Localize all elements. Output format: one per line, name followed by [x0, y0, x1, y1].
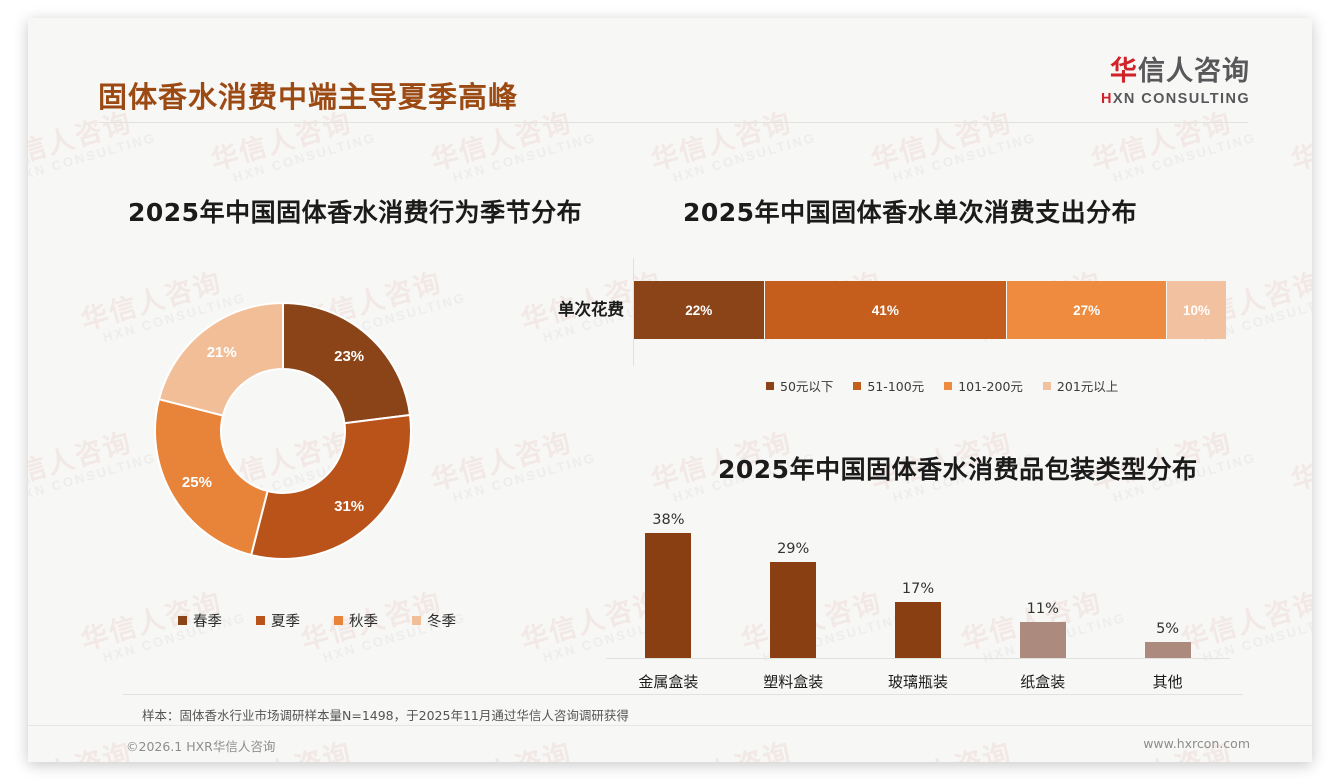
bar-category-label: 纸盒装	[1020, 673, 1066, 691]
logo-english: HXN CONSULTING	[1101, 92, 1250, 107]
slide-canvas: 华信人咨询 HXN CONSULTING 华信人咨询 HXN CONSULTING 华信…	[28, 18, 1312, 762]
bar-rect[interactable]	[645, 532, 692, 658]
stacked-axis-line	[633, 258, 634, 366]
stacked-bar-chart: 单次花费 22% 41% 27% 10% 50元以下 51-100元 101-200元 20…	[528, 258, 1248, 408]
bar-baseline	[606, 658, 1230, 659]
package-bar-chart: 38% 29% 17% 11% 5% 金属盒装 塑料盒装 玻璃瓶装 纸盒装 其他	[598, 496, 1238, 696]
bar-value-label: 17%	[901, 580, 935, 597]
legend-label: 秋季	[349, 614, 378, 630]
donut-slice[interactable]	[249, 413, 412, 560]
stacked-chart-title: 2025年中国固体香水单次消费支出分布	[683, 198, 1138, 227]
website-link[interactable]: www.hxrcon.com	[1143, 736, 1250, 751]
bar-rect[interactable]	[1144, 641, 1191, 658]
legend-label: 101-200元	[958, 379, 1023, 394]
bar-value-label: 5%	[1156, 620, 1180, 637]
legend-item[interactable]: 春季	[178, 610, 222, 631]
bar-column[interactable]: 11%	[980, 498, 1105, 658]
bar-value-label: 29%	[777, 541, 810, 558]
legend-item[interactable]: 冬季	[412, 610, 456, 631]
logo-cn-gray: 信人咨询	[1138, 56, 1250, 86]
footer-divider	[28, 725, 1312, 726]
bar-category-label: 其他	[1152, 673, 1183, 691]
bar-category-label: 玻璃瓶装	[887, 673, 948, 691]
donut-legend: 春季 夏季 秋季 冬季	[178, 610, 456, 631]
legend-label: 夏季	[271, 614, 300, 630]
bar-category-labels: 金属盒装 塑料盒装 玻璃瓶装 纸盒装 其他	[606, 671, 1230, 692]
stacked-category-label: 单次花费	[558, 300, 624, 319]
bar-column[interactable]: 5%	[1105, 498, 1230, 658]
bar-column[interactable]: 38%	[606, 498, 731, 658]
stacked-legend: 50元以下 51-100元 101-200元 201元以上	[766, 376, 1118, 395]
legend-label: 201元以上	[1056, 379, 1119, 394]
stacked-segment[interactable]: 41%	[764, 281, 1008, 339]
legend-item[interactable]: 101-200元	[944, 376, 1023, 395]
legend-swatch	[178, 616, 187, 625]
bar-rect[interactable]	[770, 562, 817, 658]
legend-swatch	[766, 381, 774, 390]
stacked-segment[interactable]: 27%	[1007, 281, 1168, 339]
legend-swatch	[256, 616, 265, 625]
donut-slice-label: 31%	[334, 498, 364, 515]
legend-item[interactable]: 51-100元	[853, 376, 924, 395]
stacked-segment[interactable]: 10%	[1167, 281, 1226, 339]
logo-en-rest: XN CONSULTING	[1112, 91, 1250, 107]
source-divider	[123, 694, 1243, 695]
legend-item[interactable]: 201元以上	[1042, 376, 1119, 395]
legend-swatch	[412, 616, 421, 625]
page-title: 固体香水消费中端主导夏季高峰	[98, 80, 519, 114]
bar-column[interactable]: 17%	[856, 498, 981, 658]
bar-rect[interactable]	[894, 601, 941, 658]
company-logo: 华信人咨询 HXN CONSULTING	[1101, 58, 1250, 107]
donut-chart: 23% 31% 25% 21% 春季 夏季 秋季 冬季	[123, 273, 543, 648]
bar-value-label: 11%	[1026, 600, 1059, 617]
copyright-text: ©2026.1 HXR华信人咨询	[126, 739, 276, 754]
stacked-bar-row: 22% 41% 27% 10%	[634, 281, 1226, 339]
legend-swatch	[944, 381, 953, 390]
donut-slice-label: 23%	[334, 348, 364, 365]
logo-chinese: 华信人咨询	[1101, 58, 1250, 85]
bar-category-label: 塑料盒装	[763, 673, 824, 691]
source-note: 样本：固体香水行业市场调研样本量N=1498，于2025年11月通过华信人咨询调…	[142, 708, 629, 723]
donut-chart-title: 2025年中国固体香水消费行为季节分布	[128, 198, 583, 227]
stacked-segment[interactable]: 22%	[634, 281, 765, 339]
logo-en-red: H	[1100, 91, 1113, 107]
bar-value-label: 38%	[652, 511, 685, 528]
legend-swatch	[1042, 381, 1051, 390]
legend-label: 51-100元	[867, 379, 925, 394]
bar-chart-title: 2025年中国固体香水消费品包装类型分布	[718, 455, 1198, 484]
logo-cn-red: 华	[1110, 56, 1138, 86]
header-divider	[98, 122, 1248, 123]
legend-item[interactable]: 秋季	[334, 610, 378, 631]
donut-slice-label: 25%	[182, 474, 212, 491]
legend-swatch	[334, 616, 343, 625]
donut-slice[interactable]	[154, 397, 269, 557]
legend-label: 冬季	[427, 614, 456, 630]
bar-columns: 38% 29% 17% 11% 5%	[606, 498, 1230, 658]
legend-swatch	[853, 381, 862, 390]
donut-slice[interactable]	[282, 301, 412, 425]
bar-rect[interactable]	[1019, 621, 1066, 658]
legend-item[interactable]: 夏季	[256, 610, 300, 631]
bar-column[interactable]: 29%	[731, 498, 856, 658]
legend-label: 50元以下	[780, 379, 834, 394]
donut-svg: 23% 31% 25% 21%	[154, 301, 412, 560]
donut-slice-label: 21%	[207, 344, 237, 361]
bar-category-label: 金属盒装	[638, 673, 699, 691]
donut-slice[interactable]	[157, 301, 284, 417]
legend-item[interactable]: 50元以下	[766, 376, 833, 395]
slide-header: 固体香水消费中端主导夏季高峰 华信人咨询 HXN CONSULTING	[28, 18, 1312, 123]
legend-label: 春季	[193, 614, 222, 630]
